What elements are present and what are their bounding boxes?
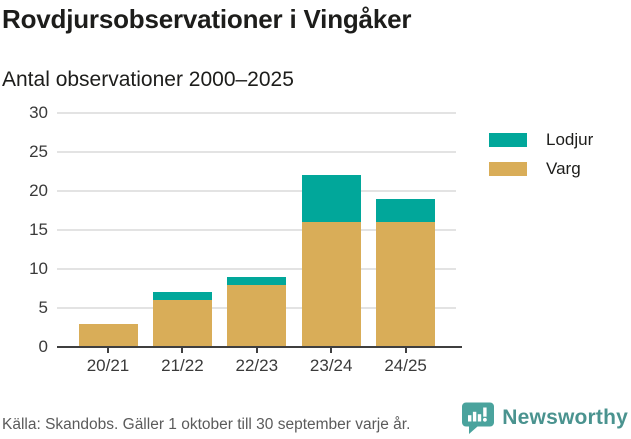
newsworthy-bubble-icon [462, 402, 495, 434]
bar-segment-varg-20-21 [78, 323, 138, 347]
y-axis-tick-label: 5 [38, 298, 48, 317]
x-axis-tick-label: 22/23 [235, 356, 279, 375]
gridline-y20 [57, 190, 456, 192]
y-axis-tick-label: 25 [29, 142, 48, 161]
x-axis-tick-label: 24/25 [384, 356, 427, 375]
bar-segment-varg-24-25 [376, 222, 436, 347]
gridline-y15 [57, 229, 456, 231]
x-axis-line [57, 346, 462, 348]
gridline-y10 [57, 268, 456, 270]
bar-segment-varg-22-23 [227, 284, 287, 347]
x-axis-tick-mark [330, 347, 333, 353]
legend-swatch-varg [489, 162, 527, 176]
y-axis-tick-label: 20 [29, 181, 48, 200]
source-note: Källa: Skandobs. Gäller 1 oktober till 3… [2, 416, 411, 433]
legend-item-lodjur: Lodjur [489, 129, 593, 151]
legend-label: Lodjur [546, 130, 594, 149]
x-axis-tick-mark [404, 347, 407, 353]
x-axis-tick-mark [181, 347, 184, 353]
bar-segment-lodjur-23-24 [301, 175, 361, 223]
chart-subtitle: Antal observationer 2000–2025 [2, 68, 294, 91]
bar-segment-lodjur-22-23 [227, 276, 287, 285]
bar-segment-lodjur-21-22 [152, 292, 212, 301]
gridline-y30 [57, 112, 456, 114]
x-axis-tick-label: 21/22 [161, 356, 204, 375]
x-axis-tick-label: 23/24 [309, 356, 353, 375]
x-axis-tick-mark [107, 347, 109, 353]
gridline-y25 [57, 151, 456, 153]
legend-swatch-lodjur [489, 133, 527, 147]
page-title: Rovdjursobservationer i Vingåker [2, 4, 412, 34]
chart-legend: Lodjur Varg [489, 129, 593, 187]
legend-label: Varg [546, 159, 581, 178]
bar-segment-varg-21-22 [152, 300, 212, 347]
x-axis-tick-mark [255, 347, 258, 353]
y-axis-tick-label: 30 [29, 103, 48, 122]
bar-segment-lodjur-24-25 [376, 198, 436, 223]
y-axis-tick-label: 10 [29, 259, 48, 278]
newsworthy-wordmark: Newsworthy [502, 406, 628, 429]
y-axis-tick-label: 15 [29, 220, 48, 239]
newsworthy-logo: Newsworthy [461, 402, 628, 434]
bar-segment-varg-23-24 [301, 222, 361, 347]
legend-item-varg: Varg [489, 158, 593, 180]
x-axis-tick-label: 20/21 [86, 356, 130, 375]
y-axis-tick-label: 0 [38, 337, 48, 356]
